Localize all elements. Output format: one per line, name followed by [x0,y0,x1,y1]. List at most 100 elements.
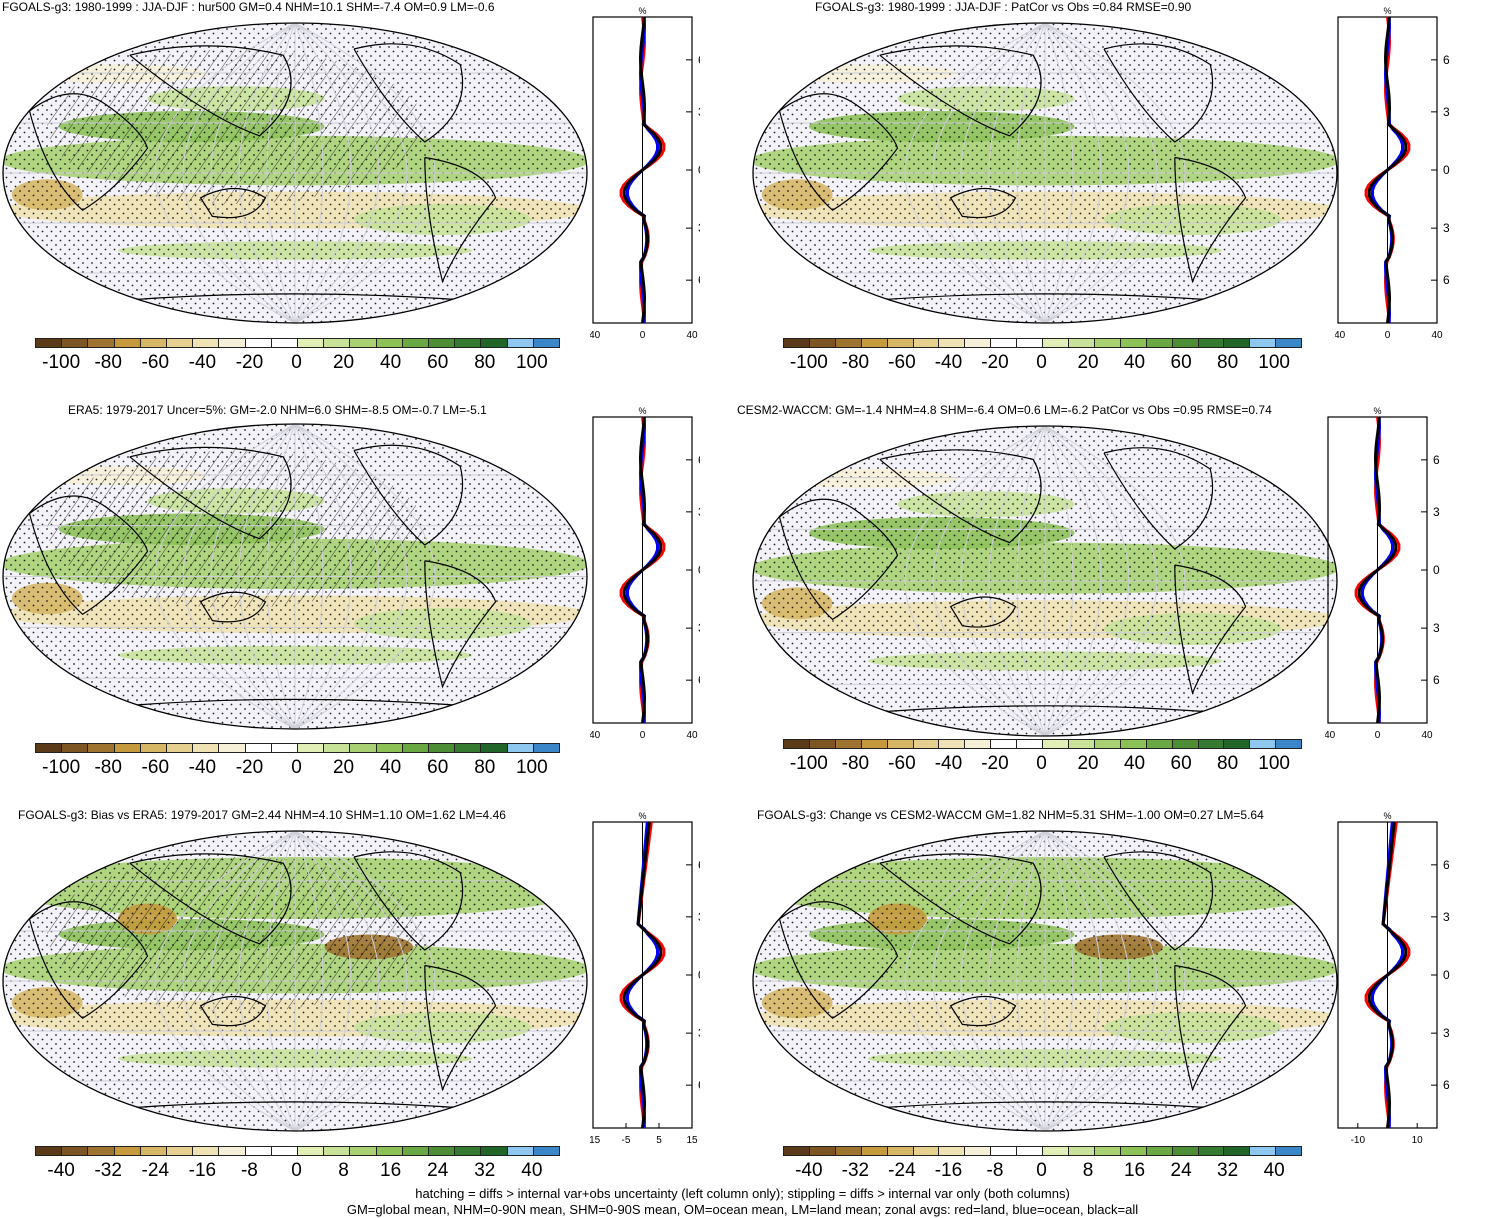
longitude-gridline [294,831,352,1131]
zonal-lat-label: 30N [698,105,700,119]
longitude-gridline [1044,23,1130,323]
colorbar-tick-label: 40 [1123,352,1146,373]
zonal-lat-label: 0 [698,563,700,577]
zonal-lat-label: 60N [1443,53,1450,67]
longitude-gridline [1044,23,1158,323]
longitude-gridline [1044,426,1074,736]
zonal-unit-label: % [639,6,647,16]
zonal-mean-plot: % 60N 30N 0 30S 60S -40 0 40 [590,406,700,741]
longitude-gridline [294,831,380,1131]
caption-line-2: GM=global mean, NHM=0-90N mean, SHM=0-90… [346,1202,1139,1217]
colorbar-swatch [533,1147,560,1155]
coastline [1103,43,1214,143]
colorbar-swatch [965,1147,992,1155]
zonal-lat-label: 30S [698,221,700,235]
colorbar-tick-label: -80 [841,352,870,373]
colorbar-tick-label: 0 [291,757,302,778]
robinson-map [2,830,588,1132]
colorbar [35,743,560,753]
colorbar-swatch [1276,339,1302,347]
zonal-lat-label: 30S [698,1026,700,1040]
longitude-gridline [988,23,1046,323]
longitude-gridline [210,424,296,729]
map-field [3,424,587,729]
zonal-lat-label: 30S [1433,621,1440,635]
colorbar-labels: -100 -80 -60 -40 -20 0 20 40 60 80 100 [35,757,558,781]
zonal-x-tick-label: 0 [1385,330,1391,341]
coastline [353,43,464,143]
coastline [949,596,1017,628]
coastline [129,446,292,540]
zonal-lat-label: 30N [698,505,700,519]
longitude-gridline [154,831,296,1131]
colorbar-swatch [965,740,992,748]
panel-title: CESM2-WACCM: GM=-1.4 NHM=4.8 SHM=-6.4 OM… [737,403,1272,417]
zonal-lat-label: 0 [1443,163,1450,177]
colorbar-swatch [809,1147,836,1155]
colorbar-swatch [939,339,966,347]
colorbar-swatch [861,1147,888,1155]
colorbar-swatch [402,1147,430,1155]
colorbar-swatch [481,744,508,752]
colorbar-swatch [913,339,940,347]
colorbar-tick-label: -8 [240,1160,258,1181]
robinson-map [2,22,588,324]
zonal-x-tick-label: -10 [1351,1135,1366,1146]
colorbar-swatch [114,1147,141,1155]
longitude-gridline [210,23,296,323]
colorbar-swatch [809,740,836,748]
colorbar-swatch [193,1147,220,1155]
coastline [199,996,267,1027]
colorbar-swatch [193,339,220,347]
coastline [353,444,464,546]
colorbar-tick-label: 100 [1258,753,1290,774]
colorbar-swatch [245,339,272,347]
colorbar-tick-label: 0 [1036,1160,1047,1181]
colorbar-swatch [913,1147,940,1155]
colorbar-swatch [784,740,810,748]
map-field [753,426,1337,736]
coastline [353,851,464,951]
longitude-gridline [294,424,380,729]
colorbar-swatch [298,1147,325,1155]
coastline [778,901,899,1019]
map-field [753,23,1337,323]
zonal-lat-label: 30N [1443,910,1450,924]
coastline [424,964,497,1092]
longitude-gridline [1016,426,1046,736]
colorbar-tick-label: -100 [789,753,828,774]
colorbar-swatch [1043,339,1069,347]
zonal-lat-label: 60S [1443,1078,1450,1092]
coastline [88,698,502,710]
colorbar-tick-label: -40 [188,352,217,373]
longitude-gridline [182,424,296,729]
colorbar-tick-label: -80 [94,352,122,373]
coastline [28,901,149,1019]
colorbar-swatch [36,339,63,347]
zonal-x-tick-label: 10 [1412,1135,1424,1146]
colorbar-swatch [1094,339,1121,347]
colorbar-labels: -40 -32 -24 -16 -8 0 8 16 24 32 40 [35,1160,558,1184]
longitude-gridline [294,831,324,1131]
colorbar-swatch [1276,1147,1302,1155]
colorbar-swatch [140,744,168,752]
colorbar [35,338,560,348]
map-border [2,423,588,730]
panel-title: FGOALS-g3: 1980-1999 : JJA-DJF : hur500 … [2,0,495,14]
colorbar-swatch [1224,1147,1251,1155]
colorbar-swatch [991,1147,1018,1155]
colorbar-swatch [1017,339,1044,347]
zonal-line-all [622,16,663,324]
zonal-x-tick-label: -15 [590,1135,601,1146]
colorbar-swatch [1094,1147,1121,1155]
longitude-gridline [1016,831,1046,1131]
colorbar-swatch [1068,740,1095,748]
colorbar-swatch [402,744,430,752]
colorbar-swatch [861,740,888,748]
map-border [2,830,588,1132]
longitude-gridline [1044,831,1102,1131]
coastline [1103,447,1214,550]
colorbar-swatch [991,740,1018,748]
colorbar-tick-label: -40 [47,1160,75,1181]
zonal-x-tick-label: -5 [622,1135,631,1146]
